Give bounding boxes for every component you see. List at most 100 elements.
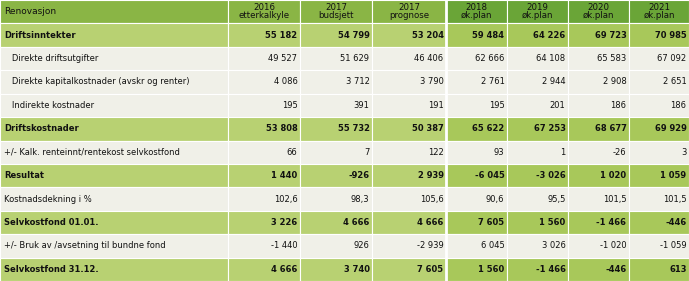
Bar [228, 23, 300, 47]
Text: 2 939: 2 939 [418, 171, 444, 180]
Text: Renovasjon: Renovasjon [4, 7, 56, 16]
Bar [568, 94, 629, 117]
Text: 201: 201 [550, 101, 566, 110]
Bar [568, 70, 629, 94]
Text: 54 799: 54 799 [338, 31, 369, 40]
Bar [372, 70, 446, 94]
Text: Driftskostnader: Driftskostnader [4, 124, 79, 133]
Text: 69 929: 69 929 [655, 124, 686, 133]
Bar [507, 23, 568, 47]
Bar [629, 258, 689, 281]
Bar [228, 234, 300, 258]
Text: 186: 186 [670, 101, 686, 110]
Text: 4 666: 4 666 [271, 265, 298, 274]
Bar [507, 234, 568, 258]
Text: 2016: 2016 [253, 3, 275, 12]
Text: Resultat: Resultat [4, 171, 44, 180]
Bar [0, 0, 228, 23]
Text: øk.plan: øk.plan [644, 12, 675, 21]
Bar [300, 187, 372, 211]
Text: 55 732: 55 732 [338, 124, 369, 133]
Bar [0, 164, 228, 187]
Bar [0, 70, 228, 94]
Text: 105,6: 105,6 [420, 194, 444, 203]
Bar [0, 187, 228, 211]
Bar [446, 258, 507, 281]
Bar [300, 258, 372, 281]
Text: 102,6: 102,6 [274, 194, 298, 203]
Bar [629, 187, 689, 211]
Text: -926: -926 [349, 171, 369, 180]
Bar [446, 47, 507, 70]
Text: 1: 1 [560, 148, 566, 157]
Text: 51 629: 51 629 [340, 54, 369, 63]
Bar [568, 117, 629, 140]
Text: 50 387: 50 387 [412, 124, 444, 133]
Bar [446, 23, 507, 47]
Bar [300, 0, 372, 23]
Text: 2 944: 2 944 [542, 78, 566, 87]
Bar [507, 258, 568, 281]
Text: prognose: prognose [389, 12, 429, 21]
Text: 69 723: 69 723 [595, 31, 626, 40]
Text: Direkte driftsutgifter: Direkte driftsutgifter [4, 54, 99, 63]
Text: 64 226: 64 226 [533, 31, 566, 40]
Bar [228, 211, 300, 234]
Text: 101,5: 101,5 [663, 194, 686, 203]
Text: 926: 926 [353, 241, 369, 250]
Bar [446, 164, 507, 187]
Text: øk.plan: øk.plan [583, 12, 615, 21]
Text: 98,3: 98,3 [351, 194, 369, 203]
Text: 95,5: 95,5 [547, 194, 566, 203]
Text: 2017: 2017 [325, 3, 347, 12]
Bar [629, 234, 689, 258]
Bar [228, 0, 300, 23]
Text: 2 908: 2 908 [603, 78, 626, 87]
Bar [228, 187, 300, 211]
Bar [446, 211, 507, 234]
Text: 55 182: 55 182 [265, 31, 298, 40]
Text: 613: 613 [669, 265, 686, 274]
Text: -1 020: -1 020 [600, 241, 626, 250]
Bar [629, 211, 689, 234]
Text: 66: 66 [287, 148, 298, 157]
Bar [568, 234, 629, 258]
Text: 2019: 2019 [526, 3, 548, 12]
Bar [446, 70, 507, 94]
Text: 3 712: 3 712 [346, 78, 369, 87]
Text: 1 059: 1 059 [660, 171, 686, 180]
Text: Selvkostfond 01.01.: Selvkostfond 01.01. [4, 218, 99, 227]
Text: 53 204: 53 204 [411, 31, 444, 40]
Text: +/- Kalk. renteinnt/rentekost selvkostfond: +/- Kalk. renteinnt/rentekost selvkostfo… [4, 148, 180, 157]
Text: 101,5: 101,5 [603, 194, 626, 203]
Bar [568, 187, 629, 211]
Text: 49 527: 49 527 [269, 54, 298, 63]
Bar [507, 47, 568, 70]
Bar [300, 94, 372, 117]
Bar [568, 140, 629, 164]
Bar [0, 117, 228, 140]
Bar [568, 47, 629, 70]
Text: 122: 122 [428, 148, 444, 157]
Bar [446, 117, 507, 140]
Bar [372, 140, 446, 164]
Bar [228, 47, 300, 70]
Text: -446: -446 [605, 265, 626, 274]
Text: etterkalkyle: etterkalkyle [238, 12, 289, 21]
Bar [372, 258, 446, 281]
Bar [228, 94, 300, 117]
Text: -3 026: -3 026 [536, 171, 566, 180]
Bar [372, 47, 446, 70]
Text: 64 108: 64 108 [536, 54, 566, 63]
Text: 2021: 2021 [648, 3, 670, 12]
Bar [629, 0, 689, 23]
Text: Indirekte kostnader: Indirekte kostnader [4, 101, 94, 110]
Text: 4 666: 4 666 [343, 218, 369, 227]
Bar [507, 117, 568, 140]
Text: 186: 186 [610, 101, 626, 110]
Bar [507, 140, 568, 164]
Bar [0, 234, 228, 258]
Text: 4 086: 4 086 [274, 78, 298, 87]
Bar [568, 0, 629, 23]
Text: +/- Bruk av /avsetning til bundne fond: +/- Bruk av /avsetning til bundne fond [4, 241, 165, 250]
